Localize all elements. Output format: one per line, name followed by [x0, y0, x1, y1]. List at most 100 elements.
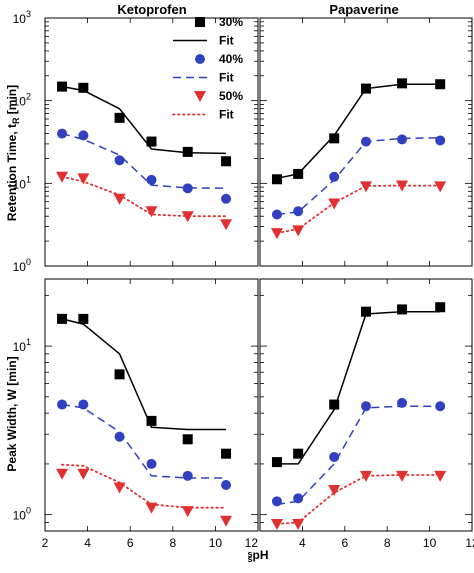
- data-point-triangle-down: [360, 470, 372, 482]
- x-tick-label: 12: [465, 536, 474, 550]
- data-point-square: [397, 304, 408, 315]
- x-axis-label: sspH: [247, 548, 268, 564]
- panel-papaverine-row-1: [259, 17, 473, 267]
- data-point-triangle-down: [113, 482, 126, 494]
- x-tick-label: 6: [341, 536, 348, 550]
- x-tick-label: 6: [127, 536, 134, 550]
- x-tick-label: 12: [245, 536, 259, 550]
- y-axis-label-retention-time: Retention Time, tR [min]: [5, 85, 21, 221]
- data-point-square: [57, 81, 68, 92]
- panel-frame: [44, 278, 259, 532]
- x-tick-label: 8: [384, 536, 391, 550]
- data-point-circle: [182, 183, 193, 194]
- panel-frame: [259, 278, 473, 532]
- y-tick-label: 102: [13, 92, 31, 109]
- data-point-square: [182, 434, 193, 445]
- data-point-circle: [361, 136, 371, 147]
- data-point-circle: [361, 401, 371, 412]
- x-tick-label: 4: [299, 536, 306, 550]
- y-tick-label: 100: [13, 257, 31, 274]
- data-point-triangle-down: [434, 470, 447, 482]
- data-point-triangle-down: [56, 468, 69, 480]
- data-point-triangle-down: [270, 228, 283, 240]
- y-label-retention-main: Retention Time, t: [5, 124, 19, 221]
- data-point-triangle-down: [328, 485, 341, 497]
- data-point-circle: [293, 206, 304, 217]
- data-point-triangle-down: [360, 181, 372, 193]
- data-point-square: [329, 399, 340, 410]
- data-point-circle: [271, 209, 282, 220]
- column-title-papaverine: Papaverine: [329, 2, 398, 17]
- data-point-circle: [146, 174, 157, 185]
- data-point-circle: [221, 193, 232, 204]
- data-point-circle: [57, 399, 68, 410]
- data-point-square: [57, 313, 68, 324]
- x-label-superscript: s: [247, 549, 252, 559]
- data-point-square: [78, 82, 89, 93]
- x-label-main: pH: [253, 548, 269, 562]
- data-point-square: [397, 78, 408, 89]
- fit-line: [61, 175, 227, 218]
- data-point-square: [146, 136, 157, 147]
- data-point-square: [293, 168, 304, 179]
- data-point-triangle-down: [77, 173, 90, 185]
- fit-line: [277, 310, 441, 465]
- y-label-retention-unit: [min]: [5, 85, 19, 118]
- data-point-triangle-down: [145, 206, 158, 218]
- y-tick-label: 100: [13, 506, 31, 523]
- y-tick-label: 101: [13, 337, 31, 354]
- data-point-square: [78, 313, 89, 324]
- data-point-square: [182, 146, 193, 157]
- data-point-triangle-down: [292, 519, 305, 531]
- x-tick-label: 10: [209, 536, 223, 550]
- legend-entry: 40%: [195, 52, 243, 66]
- data-point-circle: [397, 397, 408, 408]
- fit-line: [276, 184, 442, 235]
- data-point-circle: [329, 171, 340, 182]
- data-point-square: [271, 174, 282, 185]
- y-tick-label: 103: [13, 9, 31, 26]
- data-point-triangle-down: [396, 180, 409, 192]
- data-point-triangle-down: [113, 193, 126, 205]
- y-axis-label-peak-width: Peak Width, W [min]: [5, 356, 19, 471]
- data-point-triangle-down: [328, 198, 341, 210]
- panel-frame: [44, 17, 259, 267]
- data-point-circle: [435, 135, 446, 146]
- data-point-triangle-down: [220, 219, 233, 231]
- data-point-circle: [57, 128, 68, 139]
- data-point-circle: [271, 496, 282, 507]
- data-point-circle: [114, 431, 125, 442]
- data-point-square: [221, 448, 232, 459]
- data-point-circle: [114, 155, 125, 166]
- data-point-circle: [221, 479, 232, 490]
- data-point-square: [114, 369, 125, 380]
- legend-marker-circle: [195, 54, 205, 64]
- data-point-circle: [146, 458, 157, 469]
- legend-label: 40%: [219, 52, 243, 66]
- legend-entry: Fit: [173, 34, 234, 48]
- data-point-triangle-down: [270, 519, 283, 531]
- data-point-circle: [78, 130, 89, 141]
- x-label-subscript: s: [248, 554, 253, 564]
- x-tick-label: 8: [169, 536, 176, 550]
- legend: 30% Fit 40% Fit 50% Fit: [172, 15, 243, 122]
- data-point-square: [435, 302, 446, 313]
- data-point-square: [361, 306, 371, 317]
- legend-label: Fit: [219, 71, 234, 85]
- x-tick-label: 10: [423, 536, 437, 550]
- panel-frame: [259, 17, 473, 267]
- data-point-square: [271, 457, 282, 468]
- legend-marker-square: [195, 17, 205, 27]
- y-tick-label: 101: [13, 174, 31, 191]
- legend-marker-triangle-down: [194, 91, 206, 102]
- legend-label: 30%: [219, 15, 243, 29]
- panel-papaverine-row-2: 4 6 8 10 12: [259, 278, 474, 550]
- data-point-triangle-down: [396, 470, 409, 482]
- column-title-ketoprofen: Ketoprofen: [117, 2, 186, 17]
- data-point-square: [114, 112, 125, 123]
- data-point-triangle-down: [77, 468, 90, 480]
- data-point-circle: [329, 451, 340, 462]
